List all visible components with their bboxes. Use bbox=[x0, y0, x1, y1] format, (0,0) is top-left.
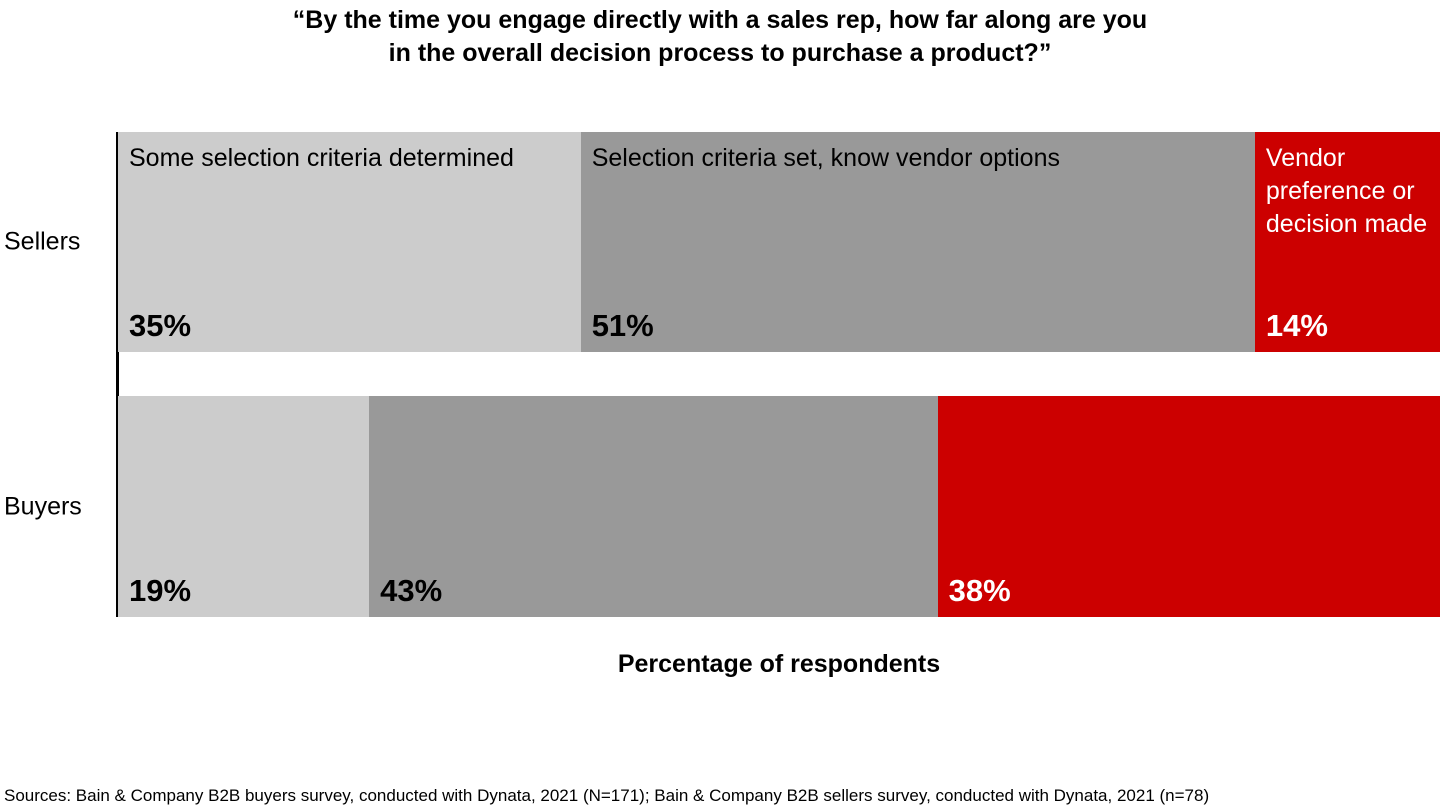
chart-title: “By the time you engage directly with a … bbox=[292, 6, 1148, 67]
bar-segment: 19% bbox=[118, 396, 370, 617]
axis-line bbox=[116, 132, 119, 617]
category-label: Sellers bbox=[4, 227, 81, 256]
legend-label: Some selection criteria determined bbox=[129, 144, 514, 172]
category-label: Buyers bbox=[4, 492, 82, 520]
x-axis-label: Percentage of respondents bbox=[617, 650, 941, 678]
value-label: 43% bbox=[380, 573, 443, 608]
source-note: Sources: Bain & Company B2B buyers surve… bbox=[4, 786, 1210, 805]
bar-segment: Some selection criteria determined 35% bbox=[118, 132, 581, 352]
legend-label: Selection criteria set, know vendor opti… bbox=[591, 144, 1060, 172]
bar-segment: 38% bbox=[937, 396, 1440, 617]
bar-segment: Selection criteria set, know vendor opti… bbox=[580, 132, 1255, 352]
value-label: 35% bbox=[129, 308, 192, 343]
value-label: 51% bbox=[591, 308, 654, 343]
value-label: 38% bbox=[948, 573, 1011, 608]
value-label: 19% bbox=[129, 573, 192, 608]
legend-label: Vendor preference or decision made bbox=[1265, 144, 1428, 238]
bar-segment: 43% bbox=[369, 396, 938, 617]
value-label: 14% bbox=[1265, 308, 1328, 343]
bar-segment: Vendor preference or decision made 14% bbox=[1254, 132, 1440, 352]
